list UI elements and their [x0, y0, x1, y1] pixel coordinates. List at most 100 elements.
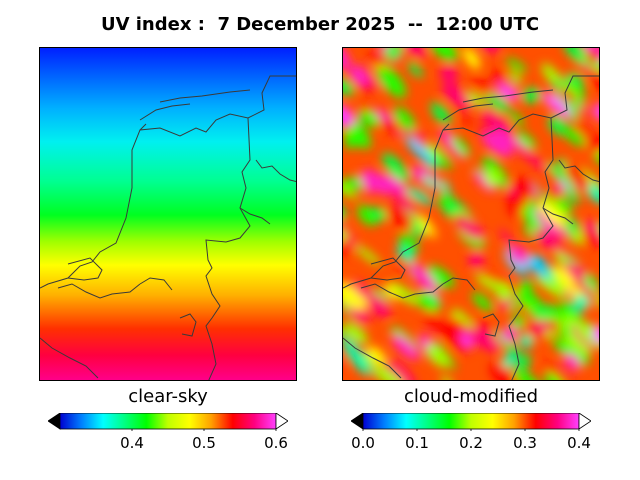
- cloud-field-blob: [384, 284, 400, 301]
- cloud-field-blob: [410, 128, 427, 145]
- cloud-field-blob: [499, 228, 516, 249]
- colorbar-ticks: [131, 429, 277, 431]
- colorbar-tick-label: 0.4: [567, 434, 591, 452]
- cloud-field-blob: [563, 48, 588, 65]
- colorbar-tick-label: 0.6: [264, 434, 288, 452]
- cloud-field-blob: [427, 265, 455, 288]
- cloud-field-blob: [585, 48, 599, 64]
- cloud-field-blob: [379, 173, 408, 194]
- cloud-field-blob: [393, 107, 416, 132]
- cloud-field-blob: [426, 344, 449, 368]
- cloud-field-blob: [343, 240, 352, 257]
- cloud-field-blob: [517, 150, 549, 170]
- cloud-field-blob: [404, 187, 433, 205]
- colorbar-tick-label: 0.5: [192, 434, 216, 452]
- cloud-field-blob: [472, 317, 494, 333]
- cloud-field-blob: [343, 48, 351, 70]
- cloud-field-blob: [501, 353, 517, 369]
- cloud-field-blob: [344, 133, 359, 149]
- cloud-field-blob: [349, 64, 371, 86]
- cloud-field-blob: [438, 180, 450, 193]
- cloud-field-blob: [379, 117, 402, 134]
- cloud-field-blob: [382, 153, 409, 182]
- cloud-modified-map-panel: [342, 47, 600, 381]
- cloud-field-blob: [516, 354, 532, 370]
- cloud-field-blob: [398, 233, 419, 254]
- cloud-field-blob: [359, 110, 380, 128]
- cloud-field-blob: [417, 291, 441, 312]
- clear-sky-field: [40, 48, 296, 380]
- cloud-field-blob: [573, 294, 590, 311]
- cloud-field-blob: [578, 167, 599, 191]
- cloud-field-blob: [496, 83, 519, 101]
- cloud-field-blob: [408, 61, 423, 78]
- cloud-field-blob: [441, 83, 473, 110]
- cloud-field-blob: [368, 294, 391, 318]
- cloud-field-blob: [371, 365, 403, 380]
- cloud-field-blob: [388, 184, 417, 215]
- cloud-field-blob: [509, 110, 524, 127]
- cloud-field-blob: [430, 102, 452, 125]
- cloud-field-blob: [438, 192, 454, 209]
- cloud-field-blob: [590, 69, 599, 93]
- cloud-field-blob: [388, 282, 420, 306]
- cloud-field-blob: [506, 204, 522, 219]
- cloud-field-blob: [441, 375, 455, 380]
- colorbar-tick-label: 0.4: [120, 434, 144, 452]
- cloud-field-blob: [343, 77, 355, 96]
- colorbar-tick-label: 0.3: [513, 434, 537, 452]
- cloud-field-blob: [548, 186, 562, 201]
- cloud-field-blob: [560, 124, 586, 147]
- cloud-field-blob: [555, 251, 567, 265]
- clear-sky-label: clear-sky: [128, 386, 208, 407]
- cloud-field-blob: [507, 245, 530, 265]
- cloud-field-blob: [552, 265, 576, 292]
- cloud-field-blob: [463, 48, 481, 70]
- cloud-field-blob: [417, 214, 437, 238]
- cloud-field-blob: [396, 245, 416, 263]
- cloud-field-blob: [377, 65, 407, 99]
- cloud-field-blob: [460, 115, 473, 126]
- cloud-field-blob: [564, 218, 579, 234]
- cloud-field-blob: [409, 262, 438, 294]
- colorbar-gradient: [362, 413, 580, 430]
- cloud-field-blob: [583, 274, 598, 288]
- cloud-field-blob: [581, 230, 599, 248]
- cloud-field-blob: [518, 280, 533, 295]
- cloud-field-blob: [516, 131, 537, 149]
- cloud-field-blob: [494, 329, 522, 358]
- clear-sky-colorbar: [48, 413, 288, 431]
- cloud-field-blob: [586, 184, 599, 204]
- cloud-field-blob: [391, 333, 420, 361]
- clear-sky-map-panel: [39, 47, 297, 381]
- cloud-field-blob: [430, 48, 459, 61]
- cloud-field-blob: [509, 70, 522, 85]
- cloud-field-blob: [564, 163, 591, 191]
- cloud-field-blob: [352, 175, 364, 190]
- cloud-field-blob: [527, 254, 548, 275]
- cloud-field-blob: [397, 48, 427, 58]
- coastline-outline: [343, 75, 599, 380]
- cloud-modified-label: cloud-modified: [403, 386, 539, 407]
- colorbar-tick-label: 0.2: [459, 434, 483, 452]
- cloud-field-blob: [594, 151, 599, 165]
- clear-sky-map: [40, 48, 296, 380]
- colorbar-extend-max: [275, 413, 288, 430]
- cloud-field-blob: [546, 303, 558, 313]
- cloud-field-blob: [484, 93, 510, 113]
- cloud-field-blob: [498, 296, 513, 311]
- map-title: UV index : 7 December 2025 -- 12:00 UTC: [100, 14, 540, 35]
- cloud-field-blob: [573, 114, 592, 139]
- cloud-field-blob: [374, 108, 390, 122]
- cloud-field-blob: [478, 48, 501, 54]
- cloud-field-blob: [564, 186, 581, 204]
- cloud-field-blob: [471, 292, 493, 312]
- cloud-field-blob: [366, 346, 386, 366]
- colorbar-gradient: [59, 413, 277, 430]
- cloud-field-blob: [534, 319, 549, 334]
- cloud-field-blob: [505, 184, 516, 196]
- cloud-field-blob: [559, 88, 576, 103]
- cloud-field-blob: [343, 181, 359, 201]
- cloud-field-blob: [343, 229, 347, 242]
- cloud-modified-map: [343, 48, 599, 380]
